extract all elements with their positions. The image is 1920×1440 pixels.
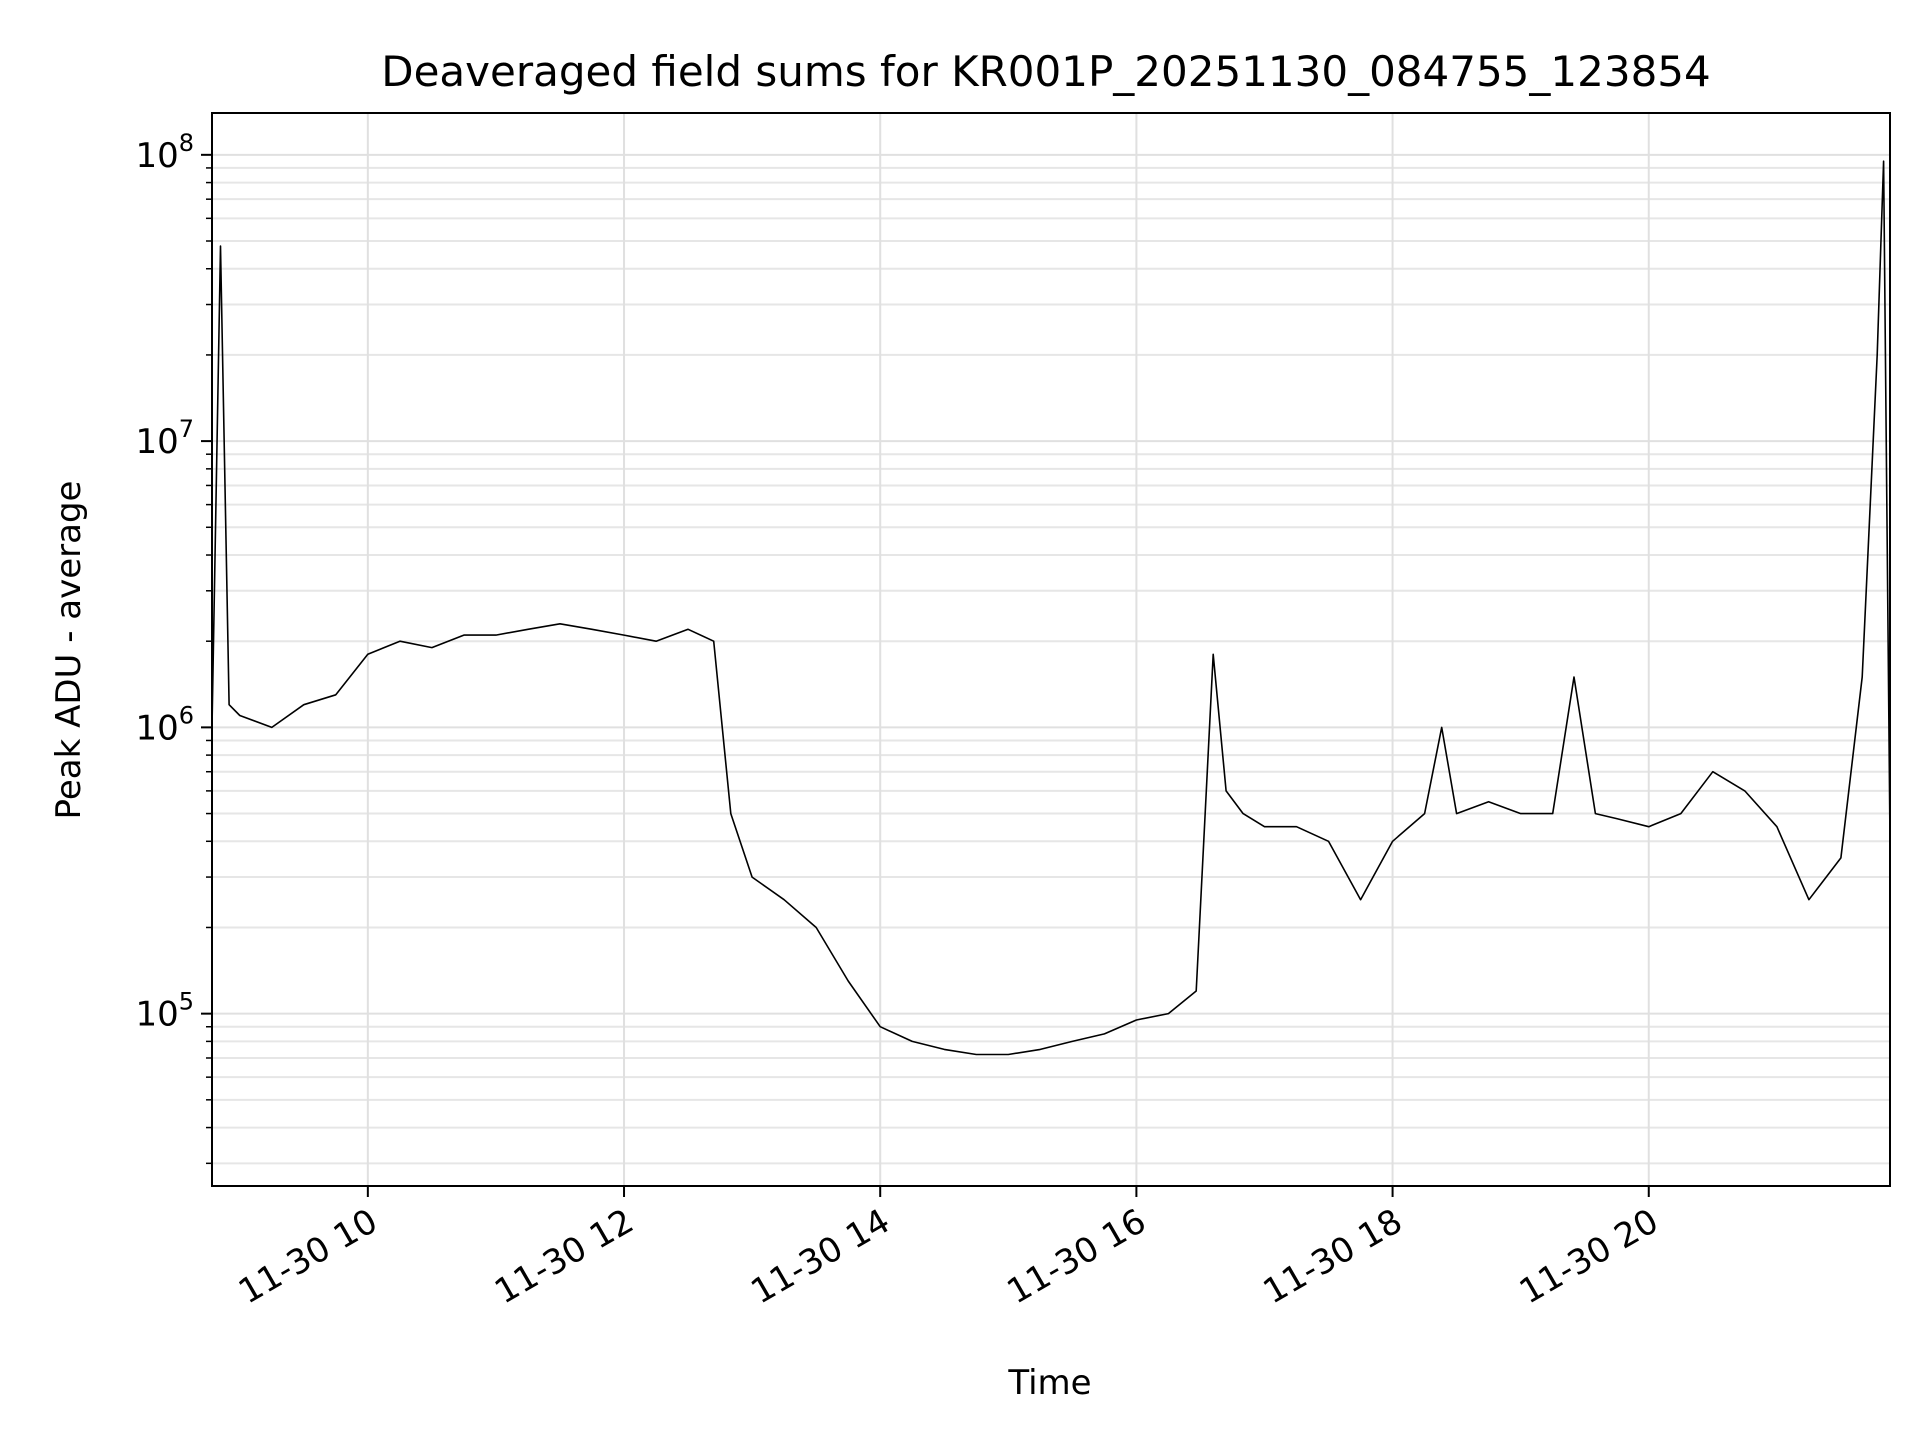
y-tick-label: 106: [135, 701, 194, 748]
y-axis: 105 106 107 108: [135, 129, 212, 1165]
y-tick-label: 105: [135, 988, 194, 1035]
x-axis-label: Time: [1007, 1363, 1091, 1403]
y-tick-label: 107: [135, 415, 194, 462]
major-gridlines: [212, 113, 1890, 1186]
series-group: [211, 160, 1891, 1056]
minor-gridlines: [212, 166, 1890, 1165]
chart-title: Deaveraged field sums for KR001P_2025113…: [381, 47, 1711, 96]
series-line: [211, 160, 1891, 1056]
y-axis-label: Peak ADU - average: [49, 481, 89, 820]
plot-frame: [211, 112, 1891, 1187]
y-tick-label: 108: [135, 129, 194, 176]
